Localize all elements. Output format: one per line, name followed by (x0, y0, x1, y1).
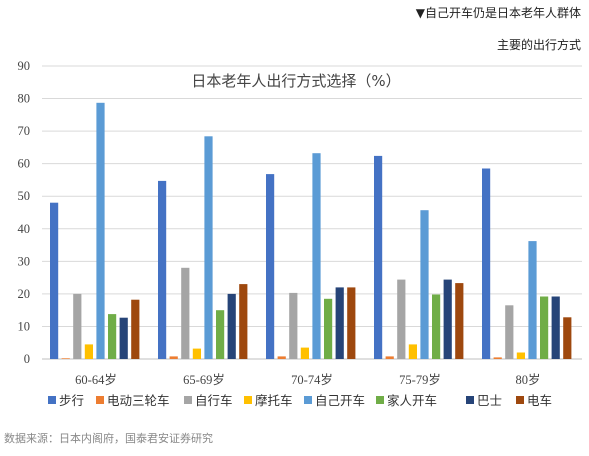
y-tick-label: 40 (18, 222, 31, 236)
bar (84, 344, 93, 359)
legend-swatch (466, 396, 474, 404)
bar (131, 299, 140, 359)
legend-label: 自行车 (195, 393, 233, 408)
bar (420, 210, 429, 359)
bar (540, 296, 549, 359)
legend-swatch (376, 396, 384, 404)
x-tick-label: 70-74岁 (291, 372, 333, 387)
x-tick-label: 60-64岁 (75, 372, 117, 387)
bar (204, 136, 213, 359)
bar (300, 347, 309, 359)
legend-item: 家人开车 (376, 393, 437, 408)
legend-swatch (516, 396, 524, 404)
x-tick-label: 80岁 (515, 372, 540, 387)
header-line-2: 主要的出行方式 (496, 38, 581, 52)
legend-swatch (244, 396, 252, 404)
legend-item: 摩托车 (244, 393, 293, 408)
bar (528, 241, 537, 359)
legend-label: 家人开车 (387, 393, 437, 408)
x-tick-label: 65-69岁 (183, 372, 225, 387)
bar (96, 102, 105, 360)
legend-label: 巴士 (477, 393, 502, 408)
y-tick-label: 50 (18, 189, 31, 203)
legend-label: 电动三轮车 (107, 393, 170, 408)
bar (443, 279, 452, 359)
legend-label: 自己开车 (315, 393, 365, 408)
header-line-1: ▼自己开车仍是日本老年人群体 (415, 6, 581, 20)
bar (181, 267, 190, 359)
chart-title: 日本老年人出行方式选择（%） (191, 72, 400, 90)
legend-item: 电动三轮车 (96, 393, 170, 408)
legend-label: 摩托车 (255, 393, 293, 408)
source-note: 数据来源：日本内阁府，国泰君安证券研究 (4, 432, 213, 445)
y-tick-label: 90 (18, 59, 31, 73)
legend-swatch (48, 396, 56, 404)
bar (50, 202, 59, 359)
bar (432, 294, 441, 359)
legend-item: 巴士 (466, 393, 502, 408)
bar (227, 293, 236, 359)
bar (289, 292, 298, 359)
bar (347, 287, 356, 359)
x-axis-ticks: 60-64岁 65-69岁 70-74岁 75-79岁 80岁 (75, 372, 540, 387)
x-tick-label: 75-79岁 (399, 372, 441, 387)
bar (277, 356, 286, 359)
y-tick-label: 70 (18, 124, 31, 138)
legend-swatch (184, 396, 192, 404)
bar (455, 283, 464, 359)
y-tick-label: 20 (18, 287, 31, 301)
bar (493, 357, 502, 359)
legend-item: 步行 (48, 393, 84, 408)
bar (335, 287, 344, 359)
bar (563, 317, 572, 359)
legend-swatch (304, 396, 312, 404)
legend-swatch (96, 396, 104, 404)
bar (239, 284, 248, 359)
y-axis-ticks: 0 10 20 30 40 50 60 70 80 90 (18, 59, 31, 366)
bar (505, 305, 514, 359)
bar (324, 298, 333, 359)
bars (50, 102, 572, 360)
bar (266, 174, 275, 359)
y-tick-label: 60 (18, 157, 31, 171)
bar (551, 296, 560, 359)
legend-item: 自行车 (184, 393, 233, 408)
y-tick-label: 0 (24, 352, 30, 366)
legend-item: 电车 (516, 393, 552, 408)
legend-item: 自己开车 (304, 393, 365, 408)
bar (108, 314, 117, 359)
bar (216, 310, 225, 359)
legend-label: 步行 (59, 393, 84, 408)
bar (408, 344, 417, 359)
bar (385, 356, 394, 359)
bar (169, 356, 178, 359)
bar (516, 352, 525, 359)
bar (192, 348, 201, 359)
bar (119, 317, 128, 359)
bar (73, 293, 82, 359)
legend-label: 电车 (527, 393, 552, 408)
bar (482, 168, 491, 359)
y-tick-label: 10 (18, 319, 31, 333)
gridlines (42, 65, 582, 360)
bar (312, 153, 321, 359)
bar (397, 279, 406, 359)
legend: 步行 电动三轮车 自行车 摩托车 自己开车 家人开车 巴士 电车 (48, 393, 552, 408)
bar (158, 180, 167, 359)
bar (374, 155, 383, 359)
bar (61, 358, 70, 359)
y-tick-label: 30 (18, 254, 31, 268)
y-tick-label: 80 (18, 92, 31, 106)
